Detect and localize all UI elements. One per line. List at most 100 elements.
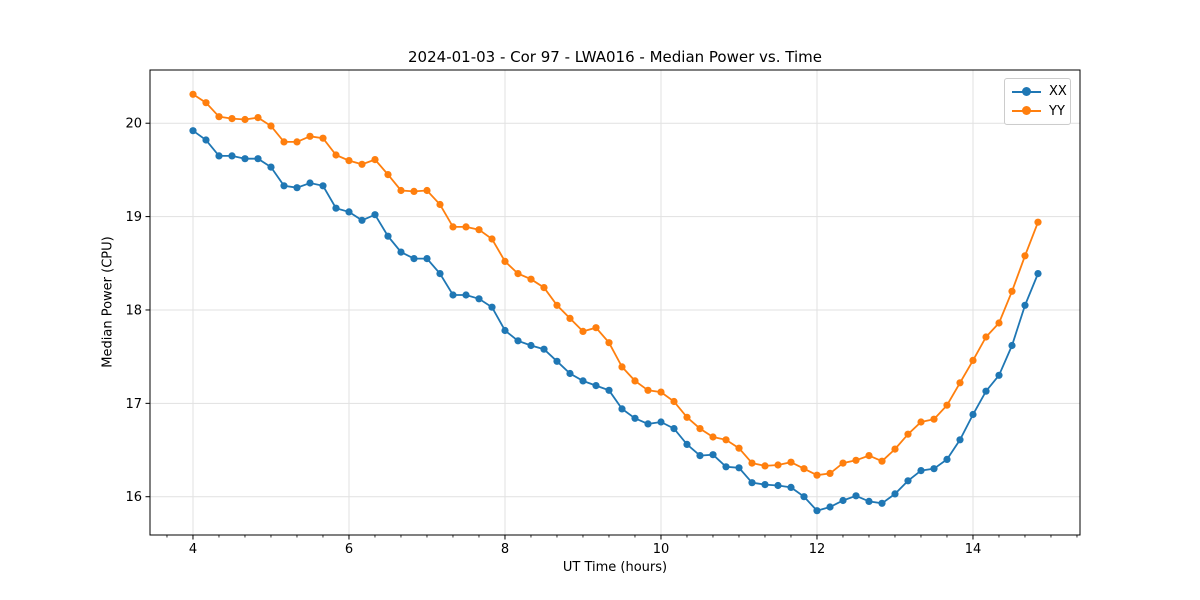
series-xx-point <box>943 455 951 463</box>
series-yy-point <box>800 465 808 473</box>
series-xx-point <box>449 291 457 299</box>
series-yy-point <box>696 425 704 433</box>
series-yy-point <box>605 339 613 347</box>
series-yy-point <box>683 413 691 421</box>
series-yy-point <box>488 235 496 243</box>
series-xx-point <box>462 291 470 299</box>
series-yy-point <box>761 462 769 470</box>
series-xx-point <box>995 371 1003 379</box>
series-xx-point <box>917 467 925 475</box>
series-yy-point <box>371 156 379 164</box>
legend: XX YY <box>1004 78 1071 125</box>
series-yy-point <box>1034 218 1042 226</box>
series-xx-point <box>800 493 808 501</box>
x-tick-label: 14 <box>965 542 982 557</box>
x-tick-label: 10 <box>653 542 670 557</box>
series-xx-point <box>657 418 665 426</box>
x-tick-label: 4 <box>189 542 197 557</box>
series-xx-line <box>192 129 1039 512</box>
series-xx-point <box>670 425 678 433</box>
series-yy-point <box>397 186 405 195</box>
series-xx-point <box>787 483 795 491</box>
y-tick-label: 18 <box>125 303 142 318</box>
series-xx-point <box>319 182 327 190</box>
series-yy-point <box>618 363 626 371</box>
series-xx-point <box>813 507 821 515</box>
legend-label-yy: YY <box>1049 103 1065 119</box>
series-xx-point <box>722 463 730 471</box>
series-yy-point <box>254 114 262 122</box>
series-yy-point <box>384 171 392 179</box>
plot-border <box>149 69 1081 536</box>
series-yy-point <box>969 356 977 364</box>
series-yy-point <box>514 270 522 278</box>
series-xx-point <box>241 155 249 163</box>
series-xx-point <box>982 387 990 395</box>
y-tick-label: 19 <box>125 210 142 225</box>
series-xx-point <box>488 303 496 311</box>
series-yy-point <box>657 388 665 396</box>
legend-item-xx: XX <box>1012 82 1067 102</box>
series-yy-point <box>319 134 327 142</box>
series-yy-point <box>241 115 249 124</box>
series-yy-point <box>787 458 795 466</box>
series-yy-point <box>904 430 912 438</box>
series-yy-point <box>956 379 964 387</box>
series-yy-point <box>306 132 314 140</box>
series-xx-point <box>332 204 340 212</box>
series-xx-point <box>774 481 782 490</box>
series-xx-point <box>527 341 535 350</box>
series-yy-point <box>280 138 288 146</box>
legend-item-yy: YY <box>1012 102 1065 122</box>
series-xx-point <box>306 179 314 187</box>
y-tick-label: 16 <box>125 490 142 505</box>
series-xx-point <box>280 182 288 190</box>
series-yy-point <box>228 115 236 123</box>
y-tick-label: 17 <box>125 397 142 412</box>
series-xx-point <box>761 481 769 489</box>
series-xx-point <box>202 136 210 144</box>
series-xx-point <box>579 377 587 385</box>
series-yy-point <box>202 99 210 107</box>
series-xx-point <box>904 477 912 485</box>
series-yy-point <box>332 151 340 159</box>
series-yy-point <box>631 377 639 385</box>
chart-title: 2024-01-03 - Cor 97 - LWA016 - Median Po… <box>408 48 822 66</box>
x-axis-label: UT Time (hours) <box>562 560 668 575</box>
series-yy-point <box>930 415 938 423</box>
series-xx-point <box>956 436 964 444</box>
series-yy-point <box>865 452 873 460</box>
series-yy-point <box>215 113 223 121</box>
series-xx-point <box>592 382 600 390</box>
series-xx-point <box>709 451 717 459</box>
series-yy-point <box>644 386 652 394</box>
series-yy-point <box>423 186 431 195</box>
series-xx-point <box>228 152 236 160</box>
series-yy-point <box>1008 287 1016 295</box>
series-yy-point <box>826 469 834 477</box>
series-xx-point <box>553 357 561 365</box>
series-yy-point <box>891 445 899 453</box>
series-xx-point <box>683 440 691 448</box>
series-yy-point <box>267 122 275 130</box>
series-xx-point <box>358 216 366 224</box>
series-xx-point <box>618 405 626 413</box>
series-xx-point <box>930 465 938 473</box>
series-yy-point <box>748 459 756 467</box>
series-xx-point <box>696 452 704 460</box>
series-yy-point <box>995 319 1003 327</box>
series-yy-point <box>553 301 561 309</box>
series-xx-point <box>852 492 860 500</box>
series-yy-point <box>709 433 717 441</box>
series-xx-point <box>501 326 509 335</box>
x-tick-label: 6 <box>345 542 353 557</box>
series-yy-point <box>852 456 860 464</box>
x-tick-label: 12 <box>809 542 826 557</box>
series-yy-point <box>345 157 353 165</box>
series-yy-point <box>475 226 483 234</box>
series-xx-point <box>254 155 262 163</box>
x-tick-label: 8 <box>501 542 509 557</box>
series-xx-point <box>371 211 379 219</box>
series-yy-point <box>813 471 821 479</box>
